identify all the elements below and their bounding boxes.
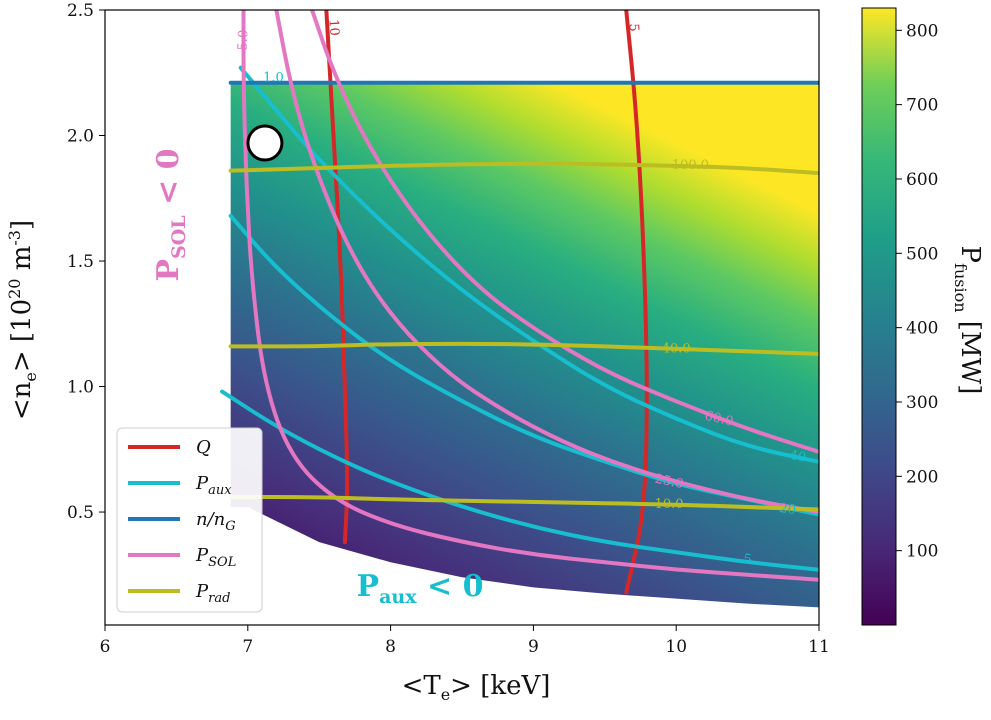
colorbar-tick-label: 300 xyxy=(906,393,938,413)
contour-prad-40-0 xyxy=(228,341,819,356)
y-tick-label: 2.0 xyxy=(67,127,94,147)
contour-prad-100-0 xyxy=(228,161,819,176)
contour-label-prad: 40.0 xyxy=(662,341,691,356)
colorbar-tick-label: 400 xyxy=(906,319,938,339)
paux-negative-annotation: Paux < 0 xyxy=(357,569,484,608)
x-axis-label: <Te> [keV] xyxy=(402,671,551,704)
contour-label-paux: 1.0 xyxy=(263,70,284,85)
contour-paux-1-0 xyxy=(238,65,819,464)
x-tick-label: 8 xyxy=(385,637,396,657)
contour-label-psol: 60.0 xyxy=(703,409,735,430)
psol-negative-annotation: PSOL < 0 xyxy=(151,148,190,281)
contour-labels: 5.0 10 5 1.0 100.0 40.0 60.0 40 25.0 10.0 20 5 xyxy=(236,19,808,568)
colorbar-tick-label: 600 xyxy=(906,170,938,190)
x-tick-label: 9 xyxy=(528,637,539,657)
x-tick-label: 11 xyxy=(808,637,830,657)
colorbar-tick-label: 200 xyxy=(906,467,938,487)
colorbar-bar xyxy=(861,7,897,626)
y-tick-label: 1.5 xyxy=(67,252,94,272)
legend-label-prad: Prad xyxy=(195,581,230,606)
colorbar-label: Pfusion [MW] xyxy=(951,246,985,395)
contour-prad-10-0 xyxy=(228,494,819,512)
colorbar-tick-label: 100 xyxy=(906,542,938,562)
contour-label-paux: 20 xyxy=(778,501,796,518)
legend: Q Paux n/nG PSOL Prad xyxy=(116,427,263,613)
y-tick-label: 0.5 xyxy=(67,503,94,523)
x-axis-ticks: 6 7 8 9 10 11 xyxy=(100,625,830,657)
legend-label-q: Q xyxy=(196,437,211,458)
contour-label-paux: 5 xyxy=(743,552,753,568)
colorbar-tick-label: 500 xyxy=(906,244,938,264)
legend-label-ng: n/nG xyxy=(196,509,236,534)
contour-label-q: 10 xyxy=(326,19,342,36)
contour-label-prad: 100.0 xyxy=(672,158,709,173)
colorbar: 100 200 300 400 500 600 700 800 Pfusion [MW] xyxy=(861,7,985,626)
legend-label-psol: PSOL xyxy=(195,545,236,570)
legend-box xyxy=(116,427,263,613)
contour-psol-60-0 xyxy=(310,10,819,454)
contour-lines xyxy=(220,10,819,595)
contour-q-5 xyxy=(624,10,649,595)
x-tick-label: 10 xyxy=(665,637,687,657)
colorbar-tick-label: 800 xyxy=(906,21,938,41)
colorbar-tick-label: 700 xyxy=(906,96,938,116)
contour-label-paux: 40 xyxy=(788,448,807,466)
axes-frame xyxy=(104,9,820,626)
y-tick-label: 1.0 xyxy=(67,378,94,398)
contour-psol-5-0 xyxy=(241,10,819,582)
y-tick-label: 2.5 xyxy=(67,1,94,21)
contour-q-10 xyxy=(324,10,350,545)
x-tick-label: 6 xyxy=(100,637,111,657)
contour-label-prad: 10.0 xyxy=(655,497,684,512)
colorbar-ticks: 100 200 300 400 500 600 700 800 xyxy=(896,21,938,562)
x-tick-label: 7 xyxy=(242,637,253,657)
contour-label-q: 5 xyxy=(626,23,641,32)
contour-label-psol: 5.0 xyxy=(236,30,252,51)
y-axis-label: <ne> [1020 m-3] xyxy=(5,220,40,420)
y-axis-ticks: 0.5 1.0 1.5 2.0 2.5 xyxy=(67,1,105,523)
contour-label-psol: 25.0 xyxy=(653,472,684,493)
legend-label-paux: Paux xyxy=(195,473,232,498)
plot-area: 5.0 10 5 1.0 100.0 40.0 60.0 40 25.0 10.0 20 5 xyxy=(220,10,819,608)
contour-paux-5 xyxy=(220,389,819,572)
operating-point-marker xyxy=(246,124,284,162)
